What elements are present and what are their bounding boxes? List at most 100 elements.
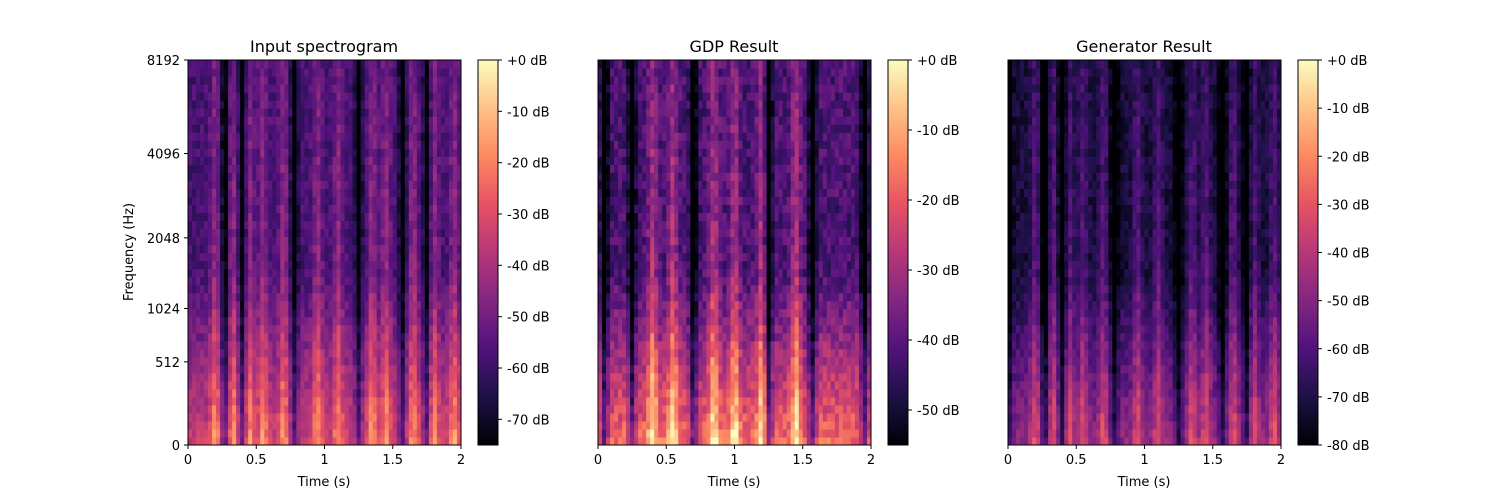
heatmap-cell: [634, 124, 639, 133]
heatmap-cell: [308, 236, 314, 246]
heatmap-cell: [412, 372, 418, 382]
heatmap-cell: [368, 292, 374, 302]
heatmap-cell: [268, 108, 273, 117]
heatmap-cell: [372, 348, 378, 358]
heatmap-cell: [448, 148, 454, 157]
heatmap-cell: [340, 364, 346, 374]
heatmap-cell: [288, 204, 293, 213]
heatmap-cell: [610, 244, 615, 254]
heatmap-cell: [188, 60, 193, 69]
heatmap-cell: [638, 244, 643, 254]
heatmap-cell: [420, 300, 426, 310]
heatmap-cell: [702, 316, 707, 326]
heatmap-cell: [284, 396, 289, 406]
heatmap-cell: [456, 332, 461, 342]
heatmap-cell: [440, 140, 446, 149]
heatmap-cell: [642, 260, 647, 270]
heatmap-cell: [344, 348, 350, 358]
heatmap-cell: [304, 172, 310, 181]
heatmap-cell: [312, 388, 318, 398]
heatmap-cell: [324, 212, 330, 222]
heatmap-cell: [232, 420, 237, 430]
heatmap-cell: [444, 340, 450, 350]
heatmap-cell: [638, 172, 643, 181]
heatmap-cell: [650, 292, 655, 302]
heatmap-cell: [196, 412, 201, 422]
heatmap-cell: [228, 420, 233, 430]
heatmap-cell: [312, 356, 318, 366]
heatmap-cell: [626, 68, 631, 77]
heatmap-cell: [208, 172, 213, 181]
heatmap-cell: [364, 404, 370, 414]
heatmap-cell: [312, 132, 318, 141]
heatmap-cell: [448, 164, 454, 173]
heatmap-cell: [192, 348, 197, 358]
heatmap-cell: [212, 428, 217, 438]
heatmap-cell: [248, 316, 253, 326]
heatmap-cell: [252, 76, 257, 85]
heatmap-cell: [372, 412, 378, 422]
heatmap-cell: [630, 204, 635, 213]
heatmap-cell: [622, 108, 627, 117]
heatmap-cell: [642, 276, 647, 286]
heatmap-cell: [634, 92, 639, 101]
heatmap-cell: [292, 404, 297, 414]
heatmap-cell: [224, 404, 229, 414]
heatmap-cell: [220, 124, 225, 133]
heatmap-cell: [690, 316, 695, 326]
heatmap-cell: [634, 324, 639, 334]
heatmap-cell: [264, 236, 269, 246]
heatmap-cell: [368, 436, 374, 445]
heatmap-cell: [224, 228, 229, 238]
heatmap-cell: [432, 276, 438, 286]
heatmap-cell: [440, 132, 446, 141]
heatmap-cell: [272, 212, 277, 222]
heatmap-cell: [420, 364, 426, 374]
heatmap-cell: [296, 348, 302, 358]
heatmap-cell: [320, 412, 326, 422]
heatmap-cell: [718, 380, 724, 390]
heatmap-cell: [340, 188, 346, 197]
heatmap-cell: [220, 196, 225, 205]
heatmap-cell: [650, 268, 655, 278]
heatmap-cell: [256, 196, 261, 205]
heatmap-cell: [678, 180, 683, 189]
heatmap-cell: [216, 268, 221, 278]
heatmap-cell: [196, 92, 201, 101]
heatmap-cell: [642, 380, 647, 390]
heatmap-cell: [220, 244, 225, 254]
heatmap-cell: [602, 436, 607, 445]
heatmap-cell: [380, 84, 386, 93]
heatmap-cell: [388, 172, 394, 181]
heatmap-cell: [674, 228, 679, 238]
heatmap-cell: [726, 404, 732, 414]
heatmap-cell: [666, 420, 671, 430]
heatmap-cell: [650, 108, 655, 117]
heatmap-cell: [392, 84, 398, 93]
heatmap-cell: [416, 420, 422, 430]
heatmap-cell: [440, 260, 446, 270]
heatmap-cell: [634, 388, 639, 398]
heatmap-cell: [296, 204, 302, 213]
heatmap-cell: [404, 404, 410, 414]
heatmap-cell: [734, 396, 740, 406]
heatmap-cell: [360, 356, 366, 366]
heatmap-cell: [646, 404, 651, 414]
heatmap-cell: [670, 380, 675, 390]
heatmap-cell: [196, 148, 201, 157]
heatmap-cell: [304, 68, 310, 77]
heatmap-cell: [436, 436, 442, 445]
heatmap-cell: [344, 156, 350, 165]
heatmap-cell: [614, 404, 619, 414]
heatmap-cell: [332, 92, 338, 101]
heatmap-cell: [456, 156, 461, 165]
heatmap-cell: [702, 172, 707, 181]
heatmap-cell: [212, 268, 217, 278]
heatmap-cell: [686, 268, 691, 278]
heatmap-cell: [710, 172, 716, 181]
heatmap-cell: [280, 76, 285, 85]
heatmap-cell: [432, 300, 438, 310]
heatmap-cell: [376, 228, 382, 238]
heatmap-cell: [618, 372, 623, 382]
heatmap-cell: [320, 108, 326, 117]
